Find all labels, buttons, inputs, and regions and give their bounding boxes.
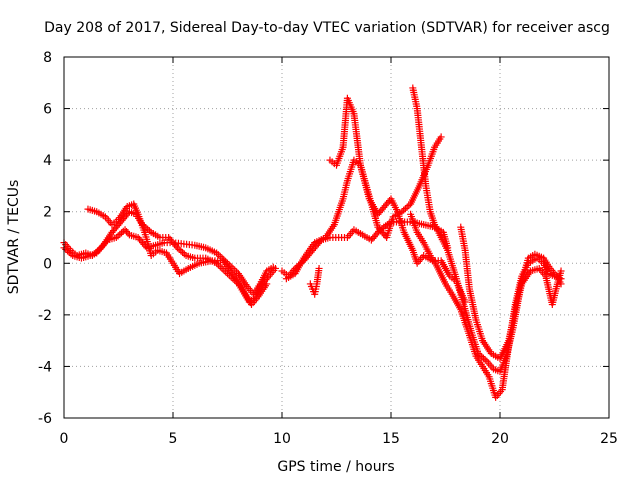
- data-point: [263, 280, 271, 288]
- chart-title: Day 208 of 2017, Sidereal Day-to-day VTE…: [44, 20, 610, 36]
- x-tick-label: 15: [382, 431, 400, 447]
- y-tick-label: -2: [38, 308, 52, 324]
- data-points: [60, 84, 565, 401]
- data-point: [315, 264, 323, 272]
- data-point: [557, 267, 565, 275]
- y-axis-label: SDTVAR / TECUs: [6, 180, 22, 295]
- x-tick-label: 25: [600, 431, 618, 447]
- y-tick-label: -6: [38, 411, 52, 427]
- y-tick-label: 6: [43, 102, 52, 118]
- axis-ticks: 0 5 10 15 20 25 -6 -4 -2 0 2 4 6 8: [38, 50, 618, 447]
- series-track-f: [326, 94, 469, 306]
- y-tick-label: 0: [43, 256, 52, 272]
- x-axis-label: GPS time / hours: [277, 459, 394, 475]
- y-tick-label: 4: [43, 153, 52, 169]
- series-track-j: [306, 264, 323, 298]
- data-point: [124, 229, 132, 237]
- y-tick-label: 2: [43, 205, 52, 221]
- x-tick-label: 0: [60, 431, 69, 447]
- data-point: [437, 133, 445, 141]
- y-tick-label: -4: [38, 359, 52, 375]
- y-tick-label: 8: [43, 50, 52, 66]
- data-point: [271, 264, 279, 272]
- data-point: [263, 274, 271, 282]
- series-track-i: [457, 223, 565, 363]
- x-tick-label: 5: [169, 431, 178, 447]
- x-tick-label: 10: [273, 431, 291, 447]
- plot-frame: [63, 56, 610, 419]
- series-track-c: [84, 200, 271, 309]
- x-tick-label: 20: [491, 431, 509, 447]
- data-point: [172, 242, 180, 250]
